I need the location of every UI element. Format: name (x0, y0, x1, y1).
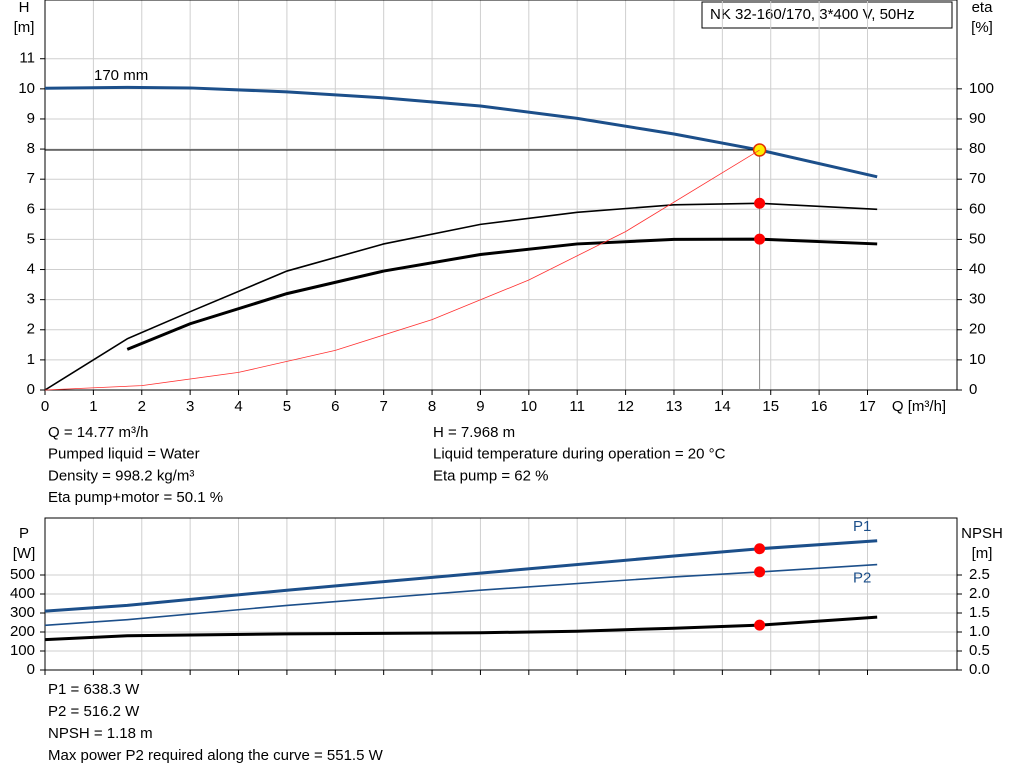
curve (44, 539, 878, 613)
y2-tick-label: 1.0 (969, 623, 990, 640)
x-tick-label: 2 (138, 398, 146, 415)
readout: P1 = 638.3 W (48, 681, 140, 698)
legend-label: P1 (853, 518, 871, 535)
y-tick-label: 2 (27, 321, 35, 338)
y-tick-label: 9 (27, 110, 35, 127)
readout: Density = 998.2 kg/m³ (48, 467, 194, 484)
readout: Liquid temperature during operation = 20… (433, 446, 726, 463)
readout: Eta pump+motor = 50.1 % (48, 489, 223, 506)
y-tick-label: 7 (27, 170, 35, 187)
y-axis-label: [W] (13, 545, 36, 562)
x-tick-label: 3 (186, 398, 194, 415)
operating-point (754, 619, 766, 631)
y2-tick-label: 50 (969, 230, 986, 247)
y-tick-label: 0 (27, 661, 35, 678)
y-axis-label: P (19, 525, 29, 542)
readout: Q = 14.77 m³/h (48, 424, 148, 441)
operating-point (754, 197, 766, 209)
operating-point (754, 566, 766, 578)
x-tick-label: 8 (428, 398, 436, 415)
y2-tick-label: 10 (969, 351, 986, 368)
y2-tick-label: 2.0 (969, 585, 990, 602)
x-tick-label: 4 (234, 398, 242, 415)
y-axis-label: [m] (14, 19, 35, 36)
y2-tick-label: 40 (969, 261, 986, 278)
x-tick-label: 17 (859, 398, 876, 415)
x-tick-label: 16 (811, 398, 828, 415)
y2-tick-label: 0 (969, 381, 977, 398)
model-box (701, 1, 953, 29)
x-tick-label: 13 (666, 398, 683, 415)
readout: P2 = 516.2 W (48, 703, 140, 720)
y-tick-label: 11 (19, 50, 35, 67)
y2-axis-label: NPSH (961, 525, 1003, 542)
y2-axis-label: [m] (972, 545, 993, 562)
y-tick-label: 3 (27, 291, 35, 308)
y2-tick-label: 70 (969, 170, 986, 187)
y2-axis-label: eta (972, 0, 994, 16)
y-axis-label: H (19, 0, 30, 16)
y-tick-label: 4 (27, 261, 35, 278)
curve (44, 615, 878, 642)
curve (126, 237, 878, 351)
y-tick-label: 0 (27, 381, 35, 398)
curve (44, 149, 760, 391)
model-label: NK 32-160/170, 3*400 V, 50Hz (710, 6, 915, 23)
operating-point (754, 233, 766, 245)
y2-tick-label: 20 (969, 321, 986, 338)
y2-tick-label: 30 (969, 291, 986, 308)
curve (44, 85, 878, 179)
y2-tick-label: 60 (969, 200, 986, 217)
legend-label: P2 (853, 570, 871, 587)
x-tick-label: 9 (476, 398, 484, 415)
x-axis-label: Q [m³/h] (892, 398, 946, 415)
y2-tick-label: 0.0 (969, 661, 990, 678)
readout: Max power P2 required along the curve = … (48, 747, 384, 764)
y-tick-label: 500 (10, 566, 35, 583)
plot-frame (44, 0, 958, 391)
y-tick-label: 100 (10, 642, 35, 659)
x-tick-label: 14 (714, 398, 731, 415)
x-tick-label: 15 (762, 398, 779, 415)
y-tick-label: 5 (27, 230, 35, 247)
x-tick-label: 12 (617, 398, 634, 415)
y2-tick-label: 1.5 (969, 604, 990, 621)
y2-axis-label: [%] (971, 19, 993, 36)
operating-point (754, 543, 766, 555)
x-tick-label: 0 (41, 398, 49, 415)
y-tick-label: 1 (27, 351, 35, 368)
y-tick-label: 8 (27, 140, 35, 157)
readout: H = 7.968 m (433, 424, 515, 441)
x-tick-label: 10 (520, 398, 537, 415)
y-tick-label: 200 (10, 623, 35, 640)
x-tick-label: 6 (331, 398, 339, 415)
y2-tick-label: 90 (969, 110, 986, 127)
curve (44, 202, 878, 391)
plot-frame (44, 517, 958, 671)
y2-tick-label: 0.5 (969, 642, 990, 659)
y-tick-label: 400 (10, 585, 35, 602)
x-tick-label: 5 (283, 398, 291, 415)
y-tick-label: 10 (18, 80, 35, 97)
y2-tick-label: 100 (969, 80, 994, 97)
y2-tick-label: 80 (969, 140, 986, 157)
x-tick-label: 1 (89, 398, 97, 415)
x-tick-label: 11 (569, 398, 585, 415)
x-tick-label: 7 (380, 398, 388, 415)
curve-label: 170 mm (94, 67, 148, 84)
y2-tick-label: 2.5 (969, 566, 990, 583)
readout: Eta pump = 62 % (433, 467, 549, 484)
readout: NPSH = 1.18 m (48, 725, 153, 742)
y-tick-label: 6 (27, 200, 35, 217)
y-tick-label: 300 (10, 604, 35, 621)
readout: Pumped liquid = Water (48, 446, 200, 463)
